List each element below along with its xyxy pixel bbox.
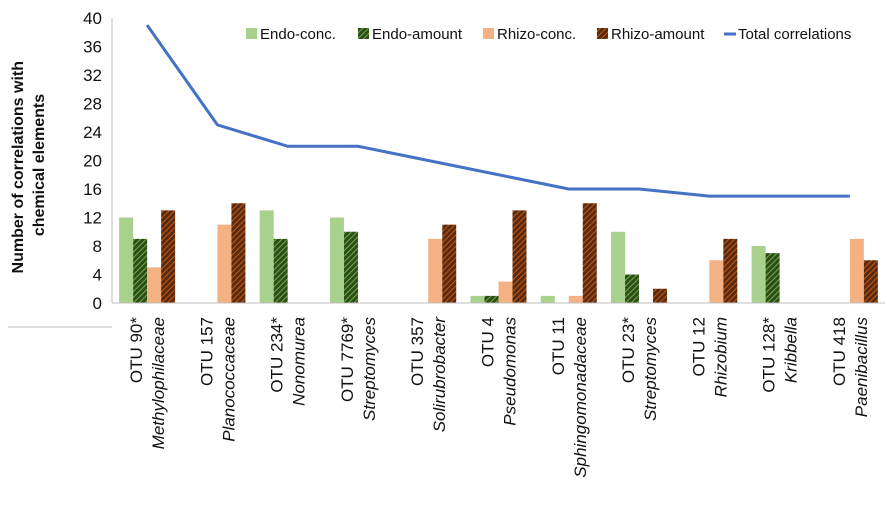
endo-conc-bar <box>259 210 274 303</box>
y-tick-label: 40 <box>83 9 102 28</box>
total-correlations-line-layer <box>145 24 850 198</box>
x-category-label: OTU 90* Methylophilaceae <box>127 317 168 450</box>
x-category-label: OTU 12 Rhizobium <box>689 317 730 397</box>
rhizo-conc-bar <box>568 295 583 303</box>
y-axis: 0 4 8 12 16 20 24 28 32 36 40 <box>83 9 113 313</box>
endo-conc-bar <box>329 217 344 303</box>
x-category-label: OTU 11 Sphingomonadaceae <box>549 317 590 478</box>
endo-conc-bar <box>611 231 626 303</box>
total-correlations-line <box>145 24 850 198</box>
y-axis-label-line-1: Number of correlations with <box>10 61 27 273</box>
x-category-label: OTU 357 Solirubrobacter <box>408 316 449 433</box>
rhizo-amount-legend-swatch <box>597 28 608 39</box>
y-axis-label: Number of correlations with chemical ele… <box>10 57 48 274</box>
x-category-label: OTU 234* Nonomurea <box>268 317 309 406</box>
y-tick-label: 24 <box>83 123 102 142</box>
x-tick-otu: OTU 90* <box>127 317 146 384</box>
x-tick-otu: OTU 128* <box>760 317 779 393</box>
endo-conc-legend-swatch <box>246 28 257 39</box>
endo-amount-bar <box>484 295 499 303</box>
endo-conc-bar <box>751 246 766 303</box>
rhizo-conc-bar <box>147 267 162 303</box>
rhizo-conc-bar <box>217 224 232 303</box>
rhizo-conc-bar <box>709 260 724 303</box>
rhizo-amount-bar <box>161 210 176 303</box>
x-tick-otu: OTU 11 <box>549 317 568 375</box>
endo-amount-bar <box>343 231 358 303</box>
y-tick-label: 16 <box>83 180 102 199</box>
rhizo-conc-legend-swatch <box>483 28 494 39</box>
x-category-label: OTU 418 Paenibacillus <box>830 317 871 418</box>
x-tick-otu: OTU 7769* <box>338 317 357 402</box>
x-category-label: OTU 128* Kribbella <box>760 317 801 393</box>
rhizo-conc-legend-label: Rhizo-conc. <box>497 26 576 43</box>
y-axis-label-line-2: chemical elements <box>31 94 48 236</box>
rhizo-amount-legend-label: Rhizo-amount <box>611 26 705 43</box>
endo-amount-bar <box>273 238 288 303</box>
y-tick-label: 32 <box>83 66 102 85</box>
x-tick-otu: OTU 4 <box>479 317 498 367</box>
endo-amount-legend-swatch <box>358 28 369 39</box>
x-tick-taxon: Solirubrobacter <box>430 316 449 433</box>
x-tick-taxon: Pseudomonas <box>501 317 520 426</box>
x-category-label: OTU 4 Pseudomonas <box>479 317 520 426</box>
x-tick-taxon: Planococcaceae <box>219 317 238 442</box>
x-tick-taxon: Streptomyces <box>641 317 660 421</box>
rhizo-amount-bar <box>512 210 527 303</box>
x-tick-otu: OTU 157 <box>197 317 216 386</box>
x-category-label: OTU 23* Streptomyces <box>619 317 660 421</box>
x-tick-taxon: Streptomyces <box>360 317 379 421</box>
y-tick-label: 20 <box>83 152 102 171</box>
y-tick-label: 12 <box>83 209 102 228</box>
endo-conc-bar <box>119 217 134 303</box>
y-tick-label: 36 <box>83 38 102 57</box>
x-tick-otu: OTU 418 <box>830 317 849 386</box>
x-tick-otu: OTU 234* <box>268 317 287 393</box>
total-correlations-legend-label: Total correlations <box>738 26 851 43</box>
rhizo-amount-bar <box>863 260 878 303</box>
y-tick-label: 28 <box>83 95 102 114</box>
x-tick-otu: OTU 357 <box>408 317 427 386</box>
rhizo-conc-bar <box>849 238 864 303</box>
endo-amount-bar <box>625 274 640 303</box>
rhizo-amount-bar <box>582 203 597 303</box>
x-tick-taxon: Paenibacillus <box>852 317 871 418</box>
rhizo-conc-bar <box>428 238 443 303</box>
legend: Endo-conc. Endo-amount Rhizo-conc. Rhizo-am… <box>246 26 851 43</box>
y-tick-label: 0 <box>93 294 102 313</box>
bar-group <box>119 203 878 303</box>
x-tick-taxon: Sphingomonadaceae <box>571 317 590 478</box>
endo-amount-legend-label: Endo-amount <box>372 26 463 43</box>
endo-conc-bar <box>540 295 555 303</box>
x-category-label: OTU 157 Planococcaceae <box>197 317 238 442</box>
rhizo-amount-bar <box>723 238 738 303</box>
y-tick-label: 4 <box>93 266 102 285</box>
x-tick-taxon: Rhizobium <box>711 317 730 397</box>
x-tick-taxon: Nonomurea <box>290 317 309 406</box>
x-category-label: OTU 7769* Streptomyces <box>338 317 379 421</box>
x-tick-otu: OTU 23* <box>619 317 638 384</box>
endo-conc-bar <box>470 295 485 303</box>
x-tick-taxon: Methylophilaceae <box>149 317 168 449</box>
endo-amount-bar <box>765 253 780 303</box>
x-tick-otu: OTU 12 <box>689 317 708 377</box>
rhizo-conc-bar <box>498 281 513 303</box>
y-tick-label: 8 <box>93 237 102 256</box>
x-tick-taxon: Kribbella <box>782 317 801 383</box>
endo-amount-bar <box>133 238 148 303</box>
rhizo-amount-bar <box>653 288 668 303</box>
rhizo-amount-bar <box>231 203 246 303</box>
rhizo-amount-bar <box>442 224 457 303</box>
endo-conc-legend-label: Endo-conc. <box>260 26 336 43</box>
x-axis: OTU 90* Methylophilaceae OTU 157 Planococca… <box>8 302 885 478</box>
